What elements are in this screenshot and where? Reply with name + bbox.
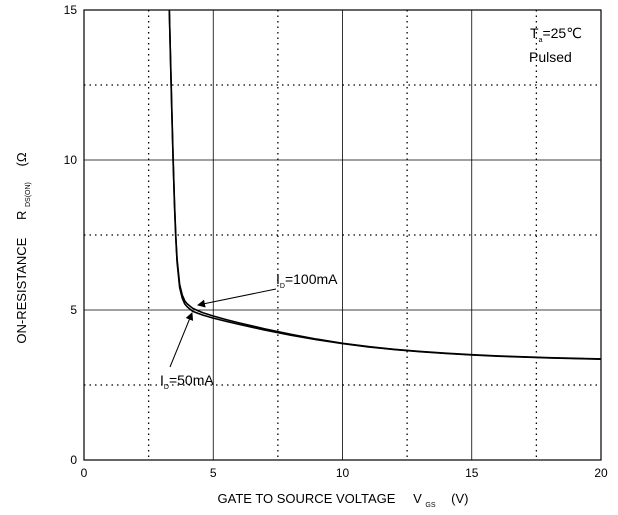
label-id-100ma-subscript: D	[280, 283, 285, 290]
x-tick-label: 20	[594, 466, 608, 480]
series-line-id-50ma	[168, 9, 602, 360]
condition-ta-value: =25℃	[542, 25, 581, 41]
y-axis-label-subscript: DS(ON)	[25, 182, 32, 207]
y-axis-label-unit: (Ω	[14, 152, 29, 166]
x-axis-label-unit: (V)	[451, 491, 468, 506]
x-tick-label: 10	[336, 466, 350, 480]
y-tick-label: 15	[64, 3, 78, 17]
x-tick-label: 5	[210, 466, 217, 480]
condition-mode: Pulsed	[529, 49, 572, 65]
major-grid	[84, 10, 601, 460]
series-layer	[168, 9, 602, 360]
y-axis-label-main: ON-RESISTANCE	[14, 237, 29, 343]
plot-frame	[83, 9, 602, 461]
x-axis-label: GATE TO SOURCE VOLTAGE V GS (V)	[218, 491, 469, 510]
condition-ta-symbol: T	[530, 25, 539, 41]
y-tick-label: 0	[70, 453, 77, 467]
y-axis-label: ON-RESISTANCE R DS(ON) (Ω	[14, 152, 33, 343]
x-axis-label-symbol: V	[413, 491, 422, 506]
tick-labels: 0 5 10 15 20 0 5 10 15	[64, 3, 608, 480]
label-id-100ma-symbol: I	[276, 271, 280, 287]
x-axis-label-subscript: GS	[425, 502, 435, 509]
label-id-50ma: ID=50mA	[160, 372, 214, 391]
label-id-50ma-symbol: I	[160, 372, 164, 388]
arrow-id-100ma	[197, 288, 277, 308]
condition-ta: Ta=25℃	[530, 25, 582, 44]
x-tick-label: 15	[465, 466, 479, 480]
y-tick-label: 10	[64, 153, 78, 167]
y-axis-label-symbol: R	[14, 211, 29, 220]
arrow-id-50ma	[169, 312, 194, 368]
label-id-100ma: ID=100mA	[276, 271, 338, 290]
x-axis-label-main: GATE TO SOURCE VOLTAGE	[218, 491, 396, 506]
label-id-50ma-value: =50mA	[169, 372, 214, 388]
x-tick-label: 0	[81, 466, 88, 480]
condition-ta-subscript: a	[539, 37, 543, 44]
label-id-100ma-value: =100mA	[285, 271, 338, 287]
label-id-50ma-subscript: D	[164, 384, 169, 391]
y-tick-label: 5	[70, 303, 77, 317]
